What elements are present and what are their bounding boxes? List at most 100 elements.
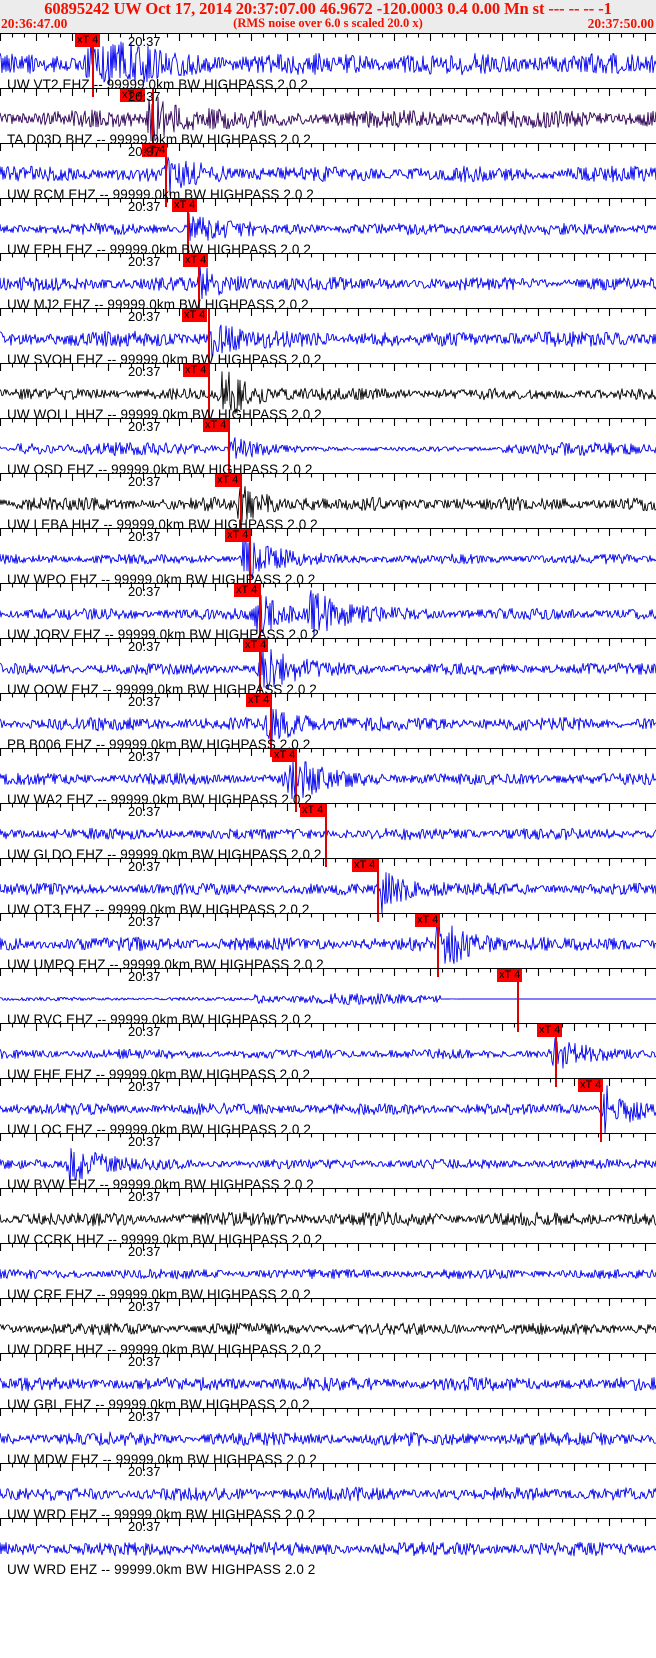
axis-time-label: 20:37 xyxy=(128,529,161,544)
trace-row[interactable]: xT 4 20:37 UW WOLL HHZ -- 99999.0km BW HIG… xyxy=(0,363,656,427)
trace-row[interactable]: 20:37 UW CRF EHZ -- 99999.0km BW HIGHPASS… xyxy=(0,1243,656,1302)
phase-pick-line[interactable] xyxy=(600,1079,602,1142)
phase-pick-line[interactable] xyxy=(165,144,167,207)
time-axis xyxy=(0,1298,656,1307)
trace-row[interactable]: xT 4 20:37 UW OOW EHZ -- 99999.0km BW HIGH… xyxy=(0,638,656,702)
trace-row[interactable]: xT 4 20:37 UW RVC EHZ -- 99999.0km BW HIGH… xyxy=(0,968,656,1032)
trace-row[interactable]: 20:37 UW DDRF HHZ -- 99999.0km BW HIGHPAS… xyxy=(0,1298,656,1357)
amplitude-scale-badge[interactable]: xT 4 xyxy=(183,364,209,377)
amplitude-scale-badge[interactable]: xT 4 xyxy=(300,804,326,817)
trace-row[interactable]: 20:37 UW MDW EHZ -- 99999.0km BW HIGHPASS… xyxy=(0,1408,656,1467)
waveform-plot xyxy=(0,693,656,748)
trace-row[interactable]: xT 4 20:37 UW LEBA HHZ -- 99999.0km BW HIG… xyxy=(0,473,656,537)
phase-pick-line[interactable] xyxy=(437,914,439,977)
amplitude-scale-badge[interactable]: xT 4 xyxy=(246,694,272,707)
trace-row[interactable]: xT 4 20:37 UW OT3 EHZ -- 99999.0km BW HIGH… xyxy=(0,858,656,922)
amplitude-scale-badge[interactable]: xT 4 xyxy=(243,639,269,652)
waveform-plot xyxy=(0,1353,656,1408)
trace-row[interactable]: 20:37 UW BVW EHZ -- 99999.0km BW HIGHPASS… xyxy=(0,1133,656,1192)
phase-pick-line[interactable] xyxy=(517,969,519,1032)
phase-pick-line[interactable] xyxy=(249,529,251,592)
amplitude-scale-badge[interactable]: xT 4 xyxy=(172,199,198,212)
waveform-plot xyxy=(0,1298,656,1353)
phase-pick-line[interactable] xyxy=(152,89,154,152)
trace-row[interactable]: xT 4 20:37 PB B006 EHZ -- 99999.0km BW HIG… xyxy=(0,693,656,757)
window-start-time: 20:36:47.00 xyxy=(1,16,68,31)
phase-pick-line[interactable] xyxy=(259,584,261,647)
waveform-plot xyxy=(0,803,656,858)
amplitude-scale-badge[interactable]: xT 4 xyxy=(75,34,101,47)
axis-time-label: 20:37 xyxy=(128,1409,161,1424)
phase-pick-line[interactable] xyxy=(198,254,200,317)
trace-row[interactable]: xT 4 20:37 UW UMPQ EHZ -- 99999.0km BW HIG… xyxy=(0,913,656,977)
amplitude-scale-badge[interactable]: xT 4 xyxy=(272,749,298,762)
time-axis xyxy=(0,1023,656,1032)
phase-pick-line[interactable] xyxy=(240,474,242,537)
trace-row[interactable]: xT 4 20:37 UW LOC EHZ -- 99999.0km BW HIGH… xyxy=(0,1078,656,1142)
axis-time-label: 20:37 xyxy=(128,1299,161,1314)
trace-row[interactable]: xT 4 20:37 UW SVOH EHZ -- 99999.0km BW HIG… xyxy=(0,308,656,372)
amplitude-scale-badge[interactable]: xT 4 xyxy=(352,859,378,872)
axis-time-label: 20:37 xyxy=(128,474,161,489)
phase-pick-line[interactable] xyxy=(228,419,230,482)
amplitude-scale-badge[interactable]: xT 4 xyxy=(142,144,168,157)
time-axis xyxy=(0,363,656,372)
waveform-plot xyxy=(0,1463,656,1518)
phase-pick-line[interactable] xyxy=(270,694,272,757)
axis-time-label: 20:37 xyxy=(128,1519,161,1534)
trace-row[interactable]: 20:37 UW WRD EHZ -- 99999.0km BW HIGHPASS… xyxy=(0,1518,656,1577)
phase-pick-line[interactable] xyxy=(187,199,189,262)
trace-row[interactable]: 20:37 UW WRD EHZ -- 99999.0km BW HIGHPASS… xyxy=(0,1463,656,1522)
amplitude-scale-badge[interactable]: xT 4 xyxy=(497,969,523,982)
waveform-plot xyxy=(0,1518,656,1573)
trace-row[interactable]: xT 4 20:37 UW MJ2 EHZ -- 99999.0km BW HIGH… xyxy=(0,253,656,317)
amplitude-scale-badge[interactable]: xT 4 xyxy=(578,1079,604,1092)
trace-row[interactable]: xT 4 20:37 TA D03D BHZ -- 99999.0km BW HIG… xyxy=(0,88,656,152)
time-axis xyxy=(0,1408,656,1417)
time-axis xyxy=(0,1188,656,1197)
waveform-plot xyxy=(0,1133,656,1188)
phase-pick-line[interactable] xyxy=(92,34,94,97)
waveform-plot xyxy=(0,1243,656,1298)
rms-noise-note: (RMS noise over 6.0 s scaled 20.0 x) xyxy=(233,16,423,30)
time-axis xyxy=(0,1243,656,1252)
trace-row[interactable]: xT 4 20:37 UW FHE EHZ -- 99999.0km BW HIGH… xyxy=(0,1023,656,1087)
time-axis xyxy=(0,253,656,262)
waveform-plot xyxy=(0,198,656,253)
amplitude-scale-badge[interactable]: xT 4 xyxy=(183,254,209,267)
trace-row[interactable]: xT 4 20:37 UW RCM EHZ -- 99999.0km BW HIGH… xyxy=(0,143,656,207)
trace-row[interactable]: xT 4 20:37 UW WPO EHZ -- 99999.0km BW HIGH… xyxy=(0,528,656,592)
axis-time-label: 20:37 xyxy=(128,364,161,379)
waveform-plot xyxy=(0,1408,656,1463)
station-channel-label[interactable]: UW WRD EHZ -- 99999.0km BW HIGHPASS 2.0 … xyxy=(7,1562,316,1577)
axis-time-label: 20:37 xyxy=(128,584,161,599)
phase-pick-line[interactable] xyxy=(259,639,261,702)
amplitude-scale-badge[interactable]: xT 4 xyxy=(182,309,208,322)
phase-pick-line[interactable] xyxy=(325,804,327,867)
axis-time-label: 20:37 xyxy=(128,89,161,104)
trace-row[interactable]: xT 4 20:37 UW WA2 EHZ -- 99999.0km BW HIGH… xyxy=(0,748,656,812)
time-axis xyxy=(0,143,656,152)
phase-pick-line[interactable] xyxy=(295,749,297,812)
trace-row[interactable]: xT 4 20:37 UW EPH EHZ -- 99999.0km BW HIGH… xyxy=(0,198,656,262)
time-axis xyxy=(0,1463,656,1472)
amplitude-scale-badge[interactable]: xT 4 xyxy=(234,584,260,597)
amplitude-scale-badge[interactable]: xT 4 xyxy=(215,474,241,487)
trace-row[interactable]: xT 4 20:37 UW GLDO EHZ -- 99999.0km BW HIG… xyxy=(0,803,656,867)
amplitude-scale-badge[interactable]: xT 4 xyxy=(225,529,251,542)
trace-row[interactable]: 20:37 UW CCRK HHZ -- 99999.0km BW HIGHPAS… xyxy=(0,1188,656,1247)
trace-row[interactable]: 20:37 UW GBL EHZ -- 99999.0km BW HIGHPASS… xyxy=(0,1353,656,1412)
trace-row[interactable]: xT 4 20:37 UW OSD EHZ -- 99999.0km BW HIGH… xyxy=(0,418,656,482)
phase-pick-line[interactable] xyxy=(208,309,210,372)
amplitude-scale-badge[interactable]: xT 4 xyxy=(203,419,229,432)
trace-row[interactable]: xT 4 20:37 UW JORV EHZ -- 99999.0km BW HIG… xyxy=(0,583,656,647)
axis-time-label: 20:37 xyxy=(128,969,161,984)
phase-pick-line[interactable] xyxy=(555,1024,557,1087)
trace-row[interactable]: xT 4 20:37 UW VT2 EHZ -- 99999.0km BW HIGH… xyxy=(0,33,656,97)
amplitude-scale-badge[interactable]: xT 4 xyxy=(120,89,146,102)
phase-pick-line[interactable] xyxy=(208,364,210,427)
phase-pick-line[interactable] xyxy=(377,859,379,922)
amplitude-scale-badge[interactable]: xT 4 xyxy=(415,914,441,927)
amplitude-scale-badge[interactable]: xT 4 xyxy=(537,1024,563,1037)
waveform-plot xyxy=(0,638,656,693)
